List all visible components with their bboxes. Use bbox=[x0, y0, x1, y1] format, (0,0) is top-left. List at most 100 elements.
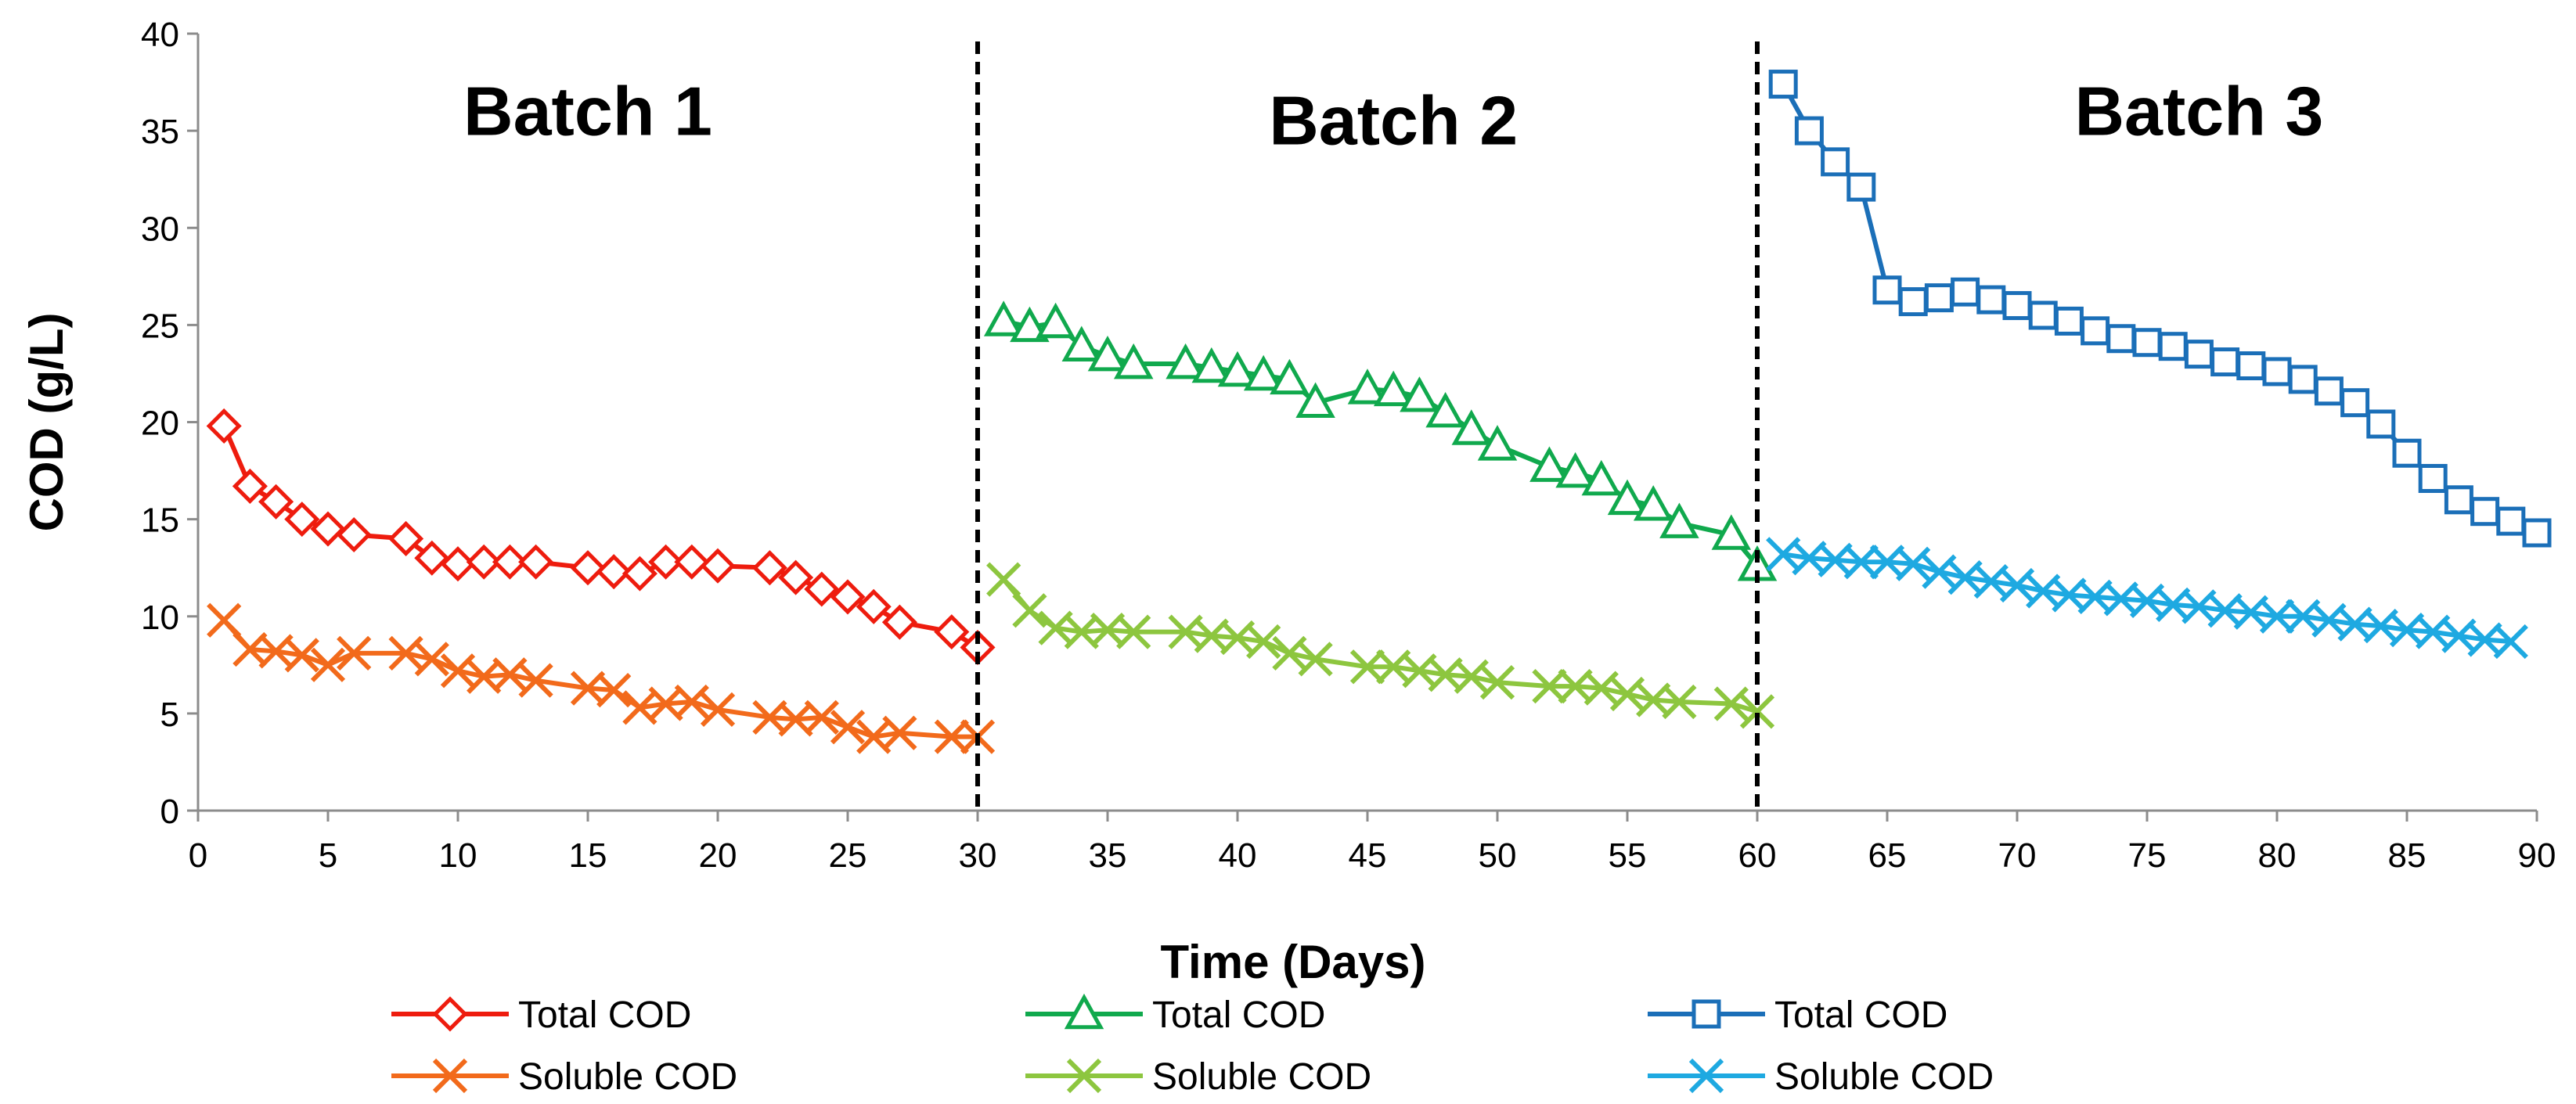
data-point-triangle bbox=[1010, 306, 1050, 343]
data-point-x bbox=[1066, 1058, 1102, 1094]
data-point-square bbox=[2236, 351, 2266, 381]
data-point-diamond bbox=[648, 544, 684, 580]
y-tick-label: 35 bbox=[141, 113, 179, 151]
series-batch-1-total-cod bbox=[206, 408, 996, 666]
data-point-diamond bbox=[440, 546, 476, 582]
legend-label: Soluble COD bbox=[518, 1056, 737, 1098]
data-point-square bbox=[1821, 147, 1850, 177]
data-point-x bbox=[1922, 554, 1957, 589]
data-point-square bbox=[2106, 324, 2136, 354]
batch-dividers bbox=[975, 41, 1760, 811]
data-point-square bbox=[2081, 316, 2110, 346]
x-tick-label: 70 bbox=[1998, 836, 2037, 875]
data-point-x bbox=[830, 710, 866, 745]
x-tick-label: 65 bbox=[1868, 836, 1907, 875]
data-point-x bbox=[1662, 684, 1697, 720]
data-point-x bbox=[1349, 649, 1385, 685]
x-tick-label: 25 bbox=[829, 836, 867, 875]
data-point-x bbox=[492, 657, 528, 692]
data-point-triangle bbox=[1425, 391, 1465, 428]
legend-label: Soluble COD bbox=[1152, 1056, 1371, 1098]
legend-item: Soluble COD bbox=[391, 1056, 737, 1098]
data-point-diamond bbox=[414, 540, 450, 576]
series-batch-2-soluble-cod bbox=[986, 562, 1775, 729]
data-point-square bbox=[2132, 328, 2162, 358]
data-point-square bbox=[2366, 409, 2396, 439]
series-batch-1-soluble-cod bbox=[207, 602, 996, 754]
data-point-triangle bbox=[1400, 376, 1439, 412]
x-tick-label: 0 bbox=[189, 836, 207, 875]
legend-label: Total COD bbox=[518, 994, 691, 1036]
data-point-diamond bbox=[232, 468, 268, 504]
batch-label: Batch 2 bbox=[1269, 82, 1518, 160]
data-point-square bbox=[1872, 275, 1902, 305]
data-point-square bbox=[2392, 438, 2422, 468]
data-point-x bbox=[1116, 614, 1151, 649]
data-point-triangle bbox=[1529, 446, 1569, 482]
data-point-x bbox=[1454, 659, 1489, 694]
data-point-x bbox=[934, 719, 969, 754]
x-tick-label: 55 bbox=[1609, 836, 1647, 875]
x-tick-label: 60 bbox=[1738, 836, 1777, 875]
data-point-square bbox=[1924, 283, 1954, 313]
legend: Total COD Soluble COD Total COD Soluble COD… bbox=[391, 993, 1994, 1098]
series-batch-3-total-cod bbox=[1768, 70, 2552, 548]
series-group bbox=[206, 70, 2552, 754]
data-point-triangle bbox=[1347, 369, 1388, 405]
data-point-square bbox=[1768, 70, 1798, 99]
data-point-square bbox=[1898, 287, 1928, 317]
series-batch-3-soluble-cod bbox=[1766, 537, 2528, 660]
data-point-square bbox=[2444, 485, 2473, 515]
data-point-triangle bbox=[1217, 351, 1258, 387]
data-point-diamond bbox=[492, 544, 528, 580]
legend-item: Total COD bbox=[1648, 994, 1947, 1036]
data-point-x bbox=[207, 602, 242, 638]
data-point-x bbox=[674, 684, 709, 720]
data-point-square bbox=[2522, 518, 2552, 548]
data-point-x bbox=[1532, 668, 1567, 704]
data-point-triangle bbox=[1087, 335, 1128, 372]
x-tick-label: 45 bbox=[1349, 836, 1387, 875]
data-point-square bbox=[2158, 332, 2188, 361]
data-point-x bbox=[284, 638, 319, 673]
x-tick-label: 35 bbox=[1089, 836, 1127, 875]
data-point-diamond bbox=[284, 502, 320, 538]
data-point-square bbox=[2288, 365, 2318, 394]
data-point-diamond bbox=[856, 588, 892, 624]
data-point-square bbox=[2002, 291, 2032, 321]
data-point-square bbox=[2470, 497, 2500, 527]
data-point-triangle bbox=[1036, 302, 1075, 339]
data-point-diamond bbox=[258, 484, 294, 520]
x-tick-label: 85 bbox=[2388, 836, 2426, 875]
data-point-diamond bbox=[596, 554, 632, 590]
data-point-diamond bbox=[830, 579, 866, 615]
data-point-x bbox=[1583, 671, 1619, 706]
data-point-diamond bbox=[621, 556, 658, 592]
y-tick-label: 10 bbox=[141, 599, 179, 637]
data-point-square bbox=[2262, 357, 2292, 387]
data-point-triangle bbox=[1166, 343, 1205, 379]
data-point-x bbox=[414, 642, 449, 677]
legend-label: Soluble COD bbox=[1774, 1056, 1994, 1098]
data-point-square bbox=[2314, 376, 2344, 406]
data-point-x bbox=[1272, 635, 1307, 671]
data-point-triangle bbox=[983, 300, 1024, 336]
data-point-triangle bbox=[1270, 358, 1310, 395]
data-point-triangle bbox=[1659, 502, 1699, 538]
data-point-diamond bbox=[388, 520, 424, 556]
data-point-triangle bbox=[1477, 425, 1518, 461]
data-point-x bbox=[388, 635, 423, 671]
x-tick-label: 10 bbox=[439, 836, 477, 875]
data-point-x bbox=[804, 699, 839, 735]
x-ticks: 0 5 10 15 20 25 30 35 40 45 50 55 60 65 70 75 80 85 90 bbox=[189, 811, 2556, 875]
x-tick-label: 30 bbox=[959, 836, 997, 875]
data-point-square bbox=[2210, 347, 2240, 377]
series-line bbox=[1001, 577, 1758, 714]
series-batch-2-total-cod bbox=[983, 300, 1778, 581]
data-point-triangle bbox=[1451, 409, 1492, 445]
data-point-diamond bbox=[518, 544, 554, 580]
data-point-triangle bbox=[1061, 325, 1102, 361]
data-point-square bbox=[1846, 172, 1876, 202]
data-point-triangle bbox=[1373, 370, 1414, 407]
data-point-triangle bbox=[1295, 382, 1335, 418]
